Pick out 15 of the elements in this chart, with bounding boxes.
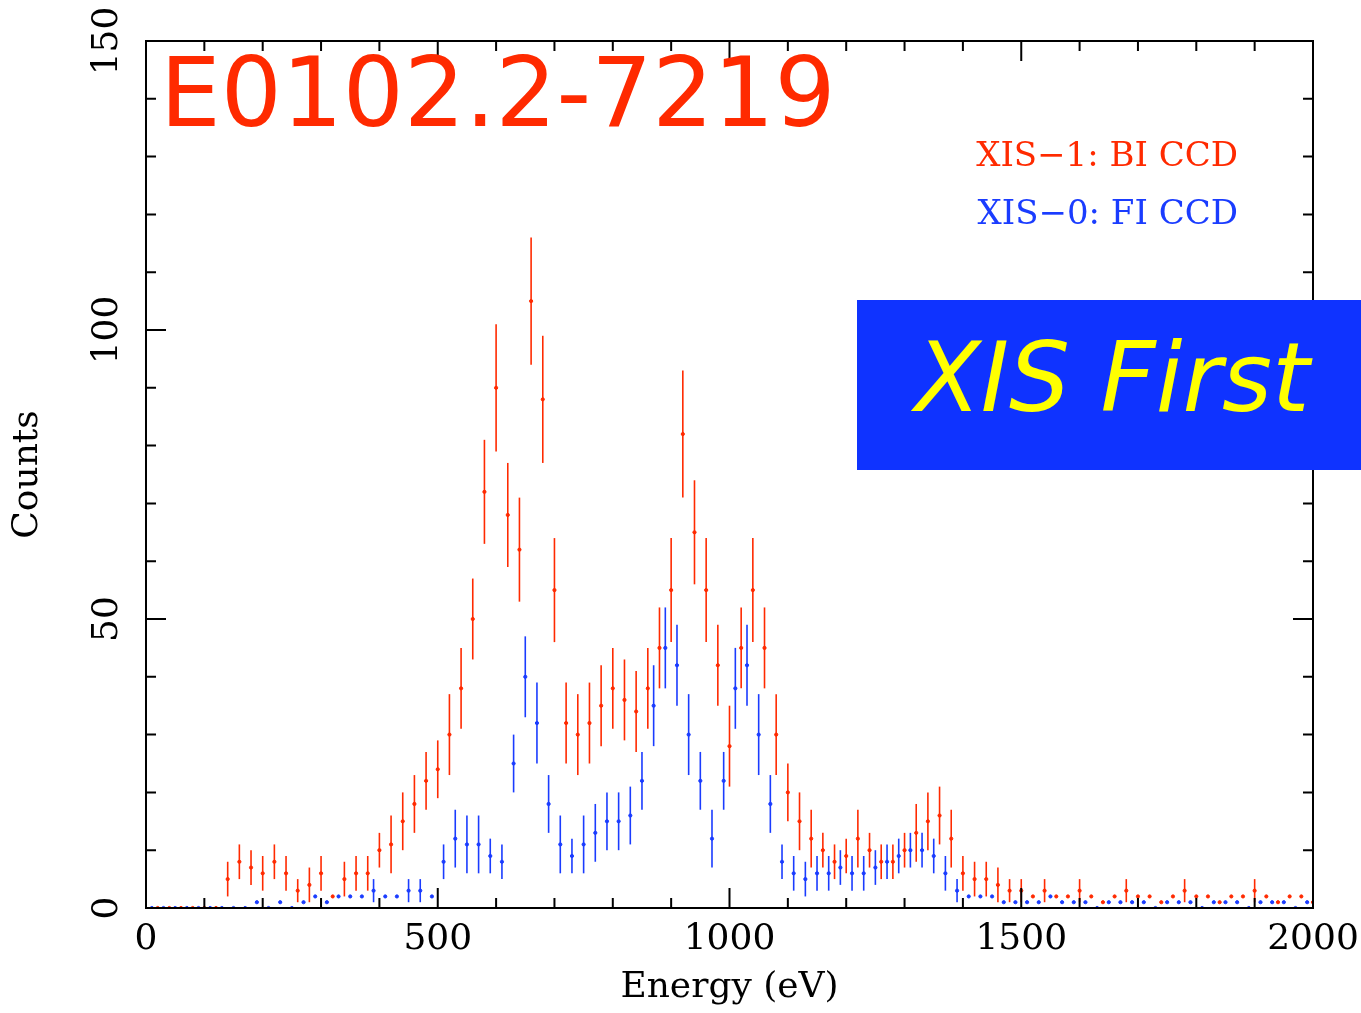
x-axis-title: Energy (eV) [620, 964, 839, 1006]
x-tick-label: 0 [134, 916, 158, 958]
x-tick-label: 500 [403, 916, 473, 958]
y-tick-label: 150 [84, 6, 126, 76]
banner: XIS First [857, 300, 1361, 470]
x-tick-label: 1000 [683, 916, 776, 958]
x-tick-label: 2000 [1267, 916, 1359, 958]
y-tick-label: 50 [84, 596, 126, 642]
chart-title: E0102.2-7219 [160, 36, 836, 149]
text: XIS−1: BI CCD [976, 133, 1238, 174]
y-tick-label: 100 [84, 295, 126, 365]
x-tick-label: 1500 [975, 916, 1068, 958]
y-axis-title: Counts [4, 410, 46, 539]
y-tick-label: 0 [84, 896, 126, 920]
text: XIS−0: FI CCD [977, 191, 1238, 232]
